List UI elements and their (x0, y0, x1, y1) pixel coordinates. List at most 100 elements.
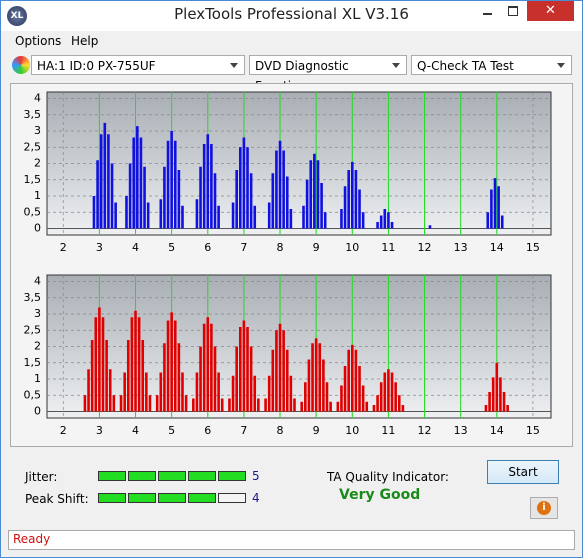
bar (112, 395, 116, 412)
bar (110, 163, 114, 229)
y-tick-label: 3 (34, 307, 41, 320)
meter-segment (158, 493, 186, 503)
y-tick-label: 4 (34, 275, 41, 288)
jitter-value: 5 (252, 469, 260, 483)
bar (159, 199, 163, 229)
menu-item[interactable]: Options (15, 34, 62, 48)
minimize-button[interactable] (474, 1, 500, 21)
x-tick-label: 8 (277, 424, 284, 437)
bar (497, 186, 500, 229)
bar (90, 340, 94, 412)
bar (314, 338, 318, 412)
menu-item[interactable]: Help (71, 34, 99, 48)
bar (246, 327, 249, 412)
maximize-button[interactable] (500, 1, 526, 21)
y-tick-label: 3,5 (24, 108, 42, 121)
bar (486, 212, 490, 229)
bar (490, 189, 493, 229)
bar (340, 385, 343, 412)
meter-segment (98, 493, 126, 503)
x-tick-label: 7 (240, 241, 247, 254)
bar (343, 186, 347, 229)
bar (484, 405, 488, 412)
meter-segment (188, 471, 216, 481)
bar (493, 178, 497, 229)
bar (231, 375, 235, 412)
bar (361, 385, 365, 412)
y-tick-label: 2,5 (24, 323, 42, 336)
bar (383, 209, 387, 229)
bar (376, 222, 379, 229)
bar (293, 398, 296, 412)
bar (87, 369, 90, 412)
bar (320, 183, 323, 229)
bar (177, 343, 181, 412)
bar (336, 401, 340, 412)
bar (159, 372, 163, 412)
bar (307, 359, 311, 412)
meter-segment (128, 471, 156, 481)
bar (184, 395, 188, 412)
bar (394, 382, 397, 412)
bar (195, 372, 199, 412)
bar (181, 205, 184, 229)
bar (354, 349, 358, 412)
bar (285, 349, 289, 412)
y-tick-label: 0 (34, 222, 41, 235)
bar (210, 144, 213, 229)
x-tick-label: 8 (277, 241, 284, 254)
ta-label: TA Quality Indicator: (327, 470, 449, 484)
info-button[interactable]: i (530, 497, 558, 519)
bar (249, 346, 253, 412)
bar (173, 140, 177, 229)
bar (213, 173, 217, 229)
bar (206, 134, 210, 229)
x-tick-label: 2 (60, 424, 67, 437)
bar (350, 161, 354, 229)
bar (192, 398, 195, 412)
bar (173, 320, 177, 412)
bar (257, 398, 260, 412)
bar (163, 343, 166, 412)
bar (289, 209, 293, 229)
bar (305, 179, 309, 229)
bar (428, 225, 432, 229)
bar (311, 343, 314, 412)
bar (83, 395, 87, 412)
bar (199, 346, 202, 412)
bar (500, 215, 504, 229)
x-tick-label: 11 (381, 241, 395, 254)
bar (340, 209, 343, 229)
bar (217, 205, 220, 229)
bar (275, 330, 278, 412)
bar (119, 395, 123, 412)
status-bar (8, 530, 575, 550)
bar (163, 166, 166, 229)
bar (238, 147, 242, 229)
bar (322, 359, 325, 412)
function-select[interactable]: DVD Diagnostic Functions (249, 55, 407, 93)
bar (123, 372, 126, 412)
x-tick-label: 12 (418, 241, 432, 254)
test-select[interactable]: Q-Check TA Test (411, 55, 572, 75)
bar (282, 150, 285, 229)
bar (401, 405, 405, 412)
y-tick-label: 0,5 (24, 205, 42, 218)
bar (177, 170, 181, 229)
close-button[interactable]: ✕ (527, 1, 574, 21)
bar (502, 392, 506, 412)
y-tick-label: 2 (34, 340, 41, 353)
bar (134, 310, 137, 412)
x-tick-label: 5 (168, 424, 175, 437)
y-tick-label: 0 (34, 405, 41, 418)
drive-select[interactable]: HA:1 ID:0 PX-755UF (31, 55, 245, 75)
bar (141, 340, 145, 412)
bar (105, 340, 108, 412)
bar (271, 349, 275, 412)
bar (304, 382, 307, 412)
start-button[interactable]: Start (487, 460, 559, 484)
bar (242, 137, 246, 229)
meter-segment (188, 493, 216, 503)
bar (166, 140, 170, 229)
bar (195, 199, 199, 229)
